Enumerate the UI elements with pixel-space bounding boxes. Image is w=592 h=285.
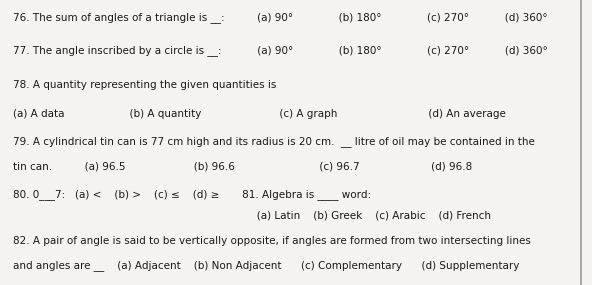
- Text: (a) Latin    (b) Greek    (c) Arabic    (d) French: (a) Latin (b) Greek (c) Arabic (d) Frenc…: [13, 210, 491, 221]
- Text: tin can.          (a) 96.5                     (b) 96.6                         : tin can. (a) 96.5 (b) 96.6: [13, 162, 472, 172]
- Text: 77. The angle inscribed by a circle is __:           (a) 90°              (b) 18: 77. The angle inscribed by a circle is _…: [13, 46, 548, 56]
- Text: 80. 0___7:   (a) <    (b) >    (c) ≤    (d) ≥       81. Algebra is ____ word:: 80. 0___7: (a) < (b) > (c) ≤ (d) ≥ 81. A…: [13, 189, 371, 200]
- Text: 79. A cylindrical tin can is 77 cm high and its radius is 20 cm.  __ litre of oi: 79. A cylindrical tin can is 77 cm high …: [13, 136, 535, 147]
- Text: 78. A quantity representing the given quantities is: 78. A quantity representing the given qu…: [13, 80, 276, 90]
- Text: (a) A data                    (b) A quantity                        (c) A graph : (a) A data (b) A quantity (c) A graph: [13, 109, 506, 119]
- Text: 82. A pair of angle is said to be vertically opposite, if angles are formed from: 82. A pair of angle is said to be vertic…: [13, 236, 531, 246]
- Text: 76. The sum of angles of a triangle is __:          (a) 90°              (b) 180: 76. The sum of angles of a triangle is _…: [13, 12, 548, 23]
- Text: and angles are __    (a) Adjacent    (b) Non Adjacent      (c) Complementary    : and angles are __ (a) Adjacent (b) Non A…: [13, 260, 519, 270]
